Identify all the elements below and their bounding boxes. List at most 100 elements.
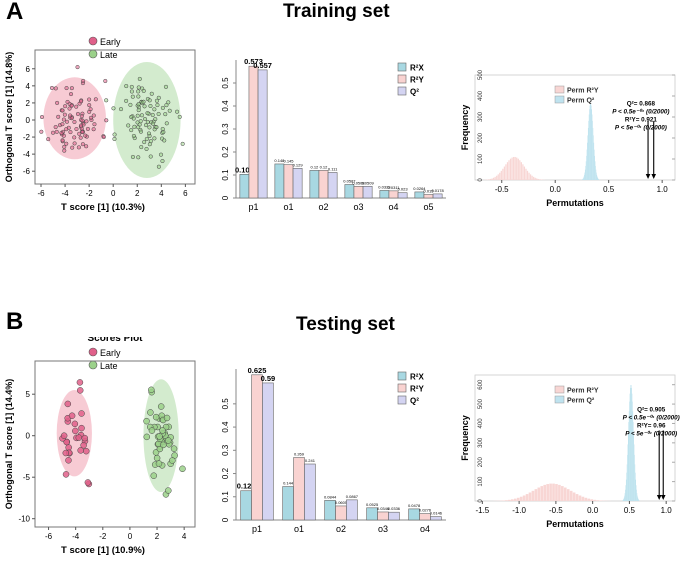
y-axis-label: Frequency — [460, 415, 470, 461]
hist-bar-r2y — [555, 484, 558, 501]
point-late — [147, 125, 152, 130]
hist-bar-q2 — [597, 177, 598, 180]
hist-bar-q2 — [638, 499, 639, 501]
point-late — [147, 133, 152, 139]
point-early — [67, 106, 72, 111]
y-tick-label: 5 — [26, 390, 31, 399]
bar-value-label: 0.0867 — [346, 494, 359, 499]
point-late — [163, 84, 169, 89]
hist-bar-r2y — [496, 175, 498, 180]
hist-bar-q2 — [637, 495, 638, 501]
hist-bar-q2 — [627, 444, 629, 501]
bar-value-label: 0.0508 — [352, 180, 365, 185]
bar-value-label: 0.12 — [311, 164, 320, 169]
point-late — [136, 102, 141, 107]
bar-value-label: 0.557 — [253, 61, 272, 70]
y-tick-label: 0 — [221, 195, 230, 200]
hist-bar-r2y — [581, 496, 585, 501]
hist-bar-q2 — [596, 172, 597, 180]
y-tick-label: -2 — [23, 133, 31, 142]
hist-bar-r2y — [528, 492, 532, 501]
category-label: p1 — [248, 202, 258, 212]
hist-bar-q2 — [595, 165, 596, 180]
y-tick-label: -6 — [23, 167, 31, 176]
bar-Q-p1 — [262, 382, 274, 521]
hist-bar-r2y — [523, 166, 526, 180]
hist-bar-q2 — [584, 172, 586, 180]
bar-value-label: 0.0264 — [413, 186, 426, 191]
hist-bar-q2 — [628, 411, 630, 501]
hist-bar-r2y — [511, 499, 514, 501]
y-tick-label: -4 — [23, 150, 31, 159]
hist-bar-q2 — [625, 485, 627, 501]
y-tick-label: 6 — [26, 65, 31, 74]
point-late — [138, 119, 143, 124]
legend-label: R²X — [410, 373, 424, 382]
bar-RY-o3 — [377, 511, 389, 521]
hist-bar-q2 — [636, 493, 638, 501]
y-axis-label: Orthogonal T score [1] (14.8%) — [4, 52, 14, 183]
category-label: o3 — [378, 524, 388, 534]
x-tick-label: -2 — [99, 532, 107, 541]
x-tick-label: 0.0 — [550, 185, 562, 194]
point-early — [88, 115, 94, 120]
hist-bar-q2 — [590, 103, 592, 180]
hist-bar-r2y — [502, 168, 504, 180]
hist-bar-r2y — [596, 500, 599, 501]
annotation-line: P < 0.5e⁻⁰⁴ (0/2000) — [612, 108, 669, 115]
point-early — [39, 129, 44, 134]
hist-bar-r2y — [572, 492, 576, 501]
point-early — [46, 137, 51, 142]
point-early — [62, 112, 67, 117]
legend-label: R²X — [410, 64, 424, 73]
point-early — [84, 144, 89, 149]
bar-RY-o1 — [293, 457, 305, 521]
hist-bar-q2 — [625, 489, 626, 501]
point-late — [155, 460, 163, 467]
hist-bar-q2 — [634, 464, 636, 501]
hist-bar-r2y — [537, 487, 541, 501]
point-late — [111, 106, 116, 111]
x-tick-label: -0.5 — [549, 506, 563, 515]
hist-bar-r2y — [575, 494, 579, 501]
point-late — [156, 95, 161, 100]
bar-value-label: 0.148 — [274, 158, 285, 163]
hist-bar-q2 — [591, 114, 593, 180]
hist-bar-r2y — [566, 489, 570, 501]
hist-bar-q2 — [629, 401, 630, 501]
point-late — [142, 104, 147, 109]
x-axis-label: T score [1] (10.3%) — [61, 202, 145, 213]
hist-bar-q2 — [597, 178, 599, 180]
y-tick-label: 300 — [478, 437, 484, 448]
hist-bar-r2y — [537, 178, 539, 180]
y-tick-label: 0.1 — [221, 169, 230, 181]
annotation-line: R²Y= 0.96 — [637, 423, 666, 430]
y-tick-label: 300 — [478, 111, 484, 122]
hist-bar-q2 — [594, 161, 596, 180]
hist-bar-q2 — [585, 165, 586, 180]
hist-bar-r2y — [513, 156, 515, 180]
category-label: o2 — [336, 524, 346, 534]
y-tick-label: 4 — [26, 82, 31, 91]
bar-RX-p1 — [239, 174, 250, 199]
point-early — [101, 135, 106, 140]
point-late — [135, 113, 140, 118]
plot-frame — [34, 360, 196, 528]
point-late — [150, 472, 158, 479]
bar-Q-o1 — [292, 168, 303, 199]
point-early — [64, 141, 69, 146]
legend-swatch — [397, 395, 407, 405]
bar-value-label: 0.111 — [328, 166, 338, 171]
hist-bar-r2y — [531, 490, 535, 501]
hist-bar-q2 — [595, 169, 597, 180]
hist-bar-q2 — [592, 120, 593, 180]
annotation-line: P < 0.5e⁻⁰⁴ (0/2000) — [623, 415, 680, 422]
point-early — [75, 111, 81, 117]
bar-value-label: 0.145 — [283, 159, 294, 164]
legend-label: Perm Q² — [567, 398, 595, 405]
legend-swatch-early — [88, 347, 98, 357]
point-early — [91, 127, 96, 132]
point-late — [129, 114, 134, 120]
point-early — [87, 109, 92, 114]
scores-plot-testing: Scores Plot Early Late -6 -4 -2 0 2 4 -10 -5 0 5 T sc… — [4, 337, 196, 556]
